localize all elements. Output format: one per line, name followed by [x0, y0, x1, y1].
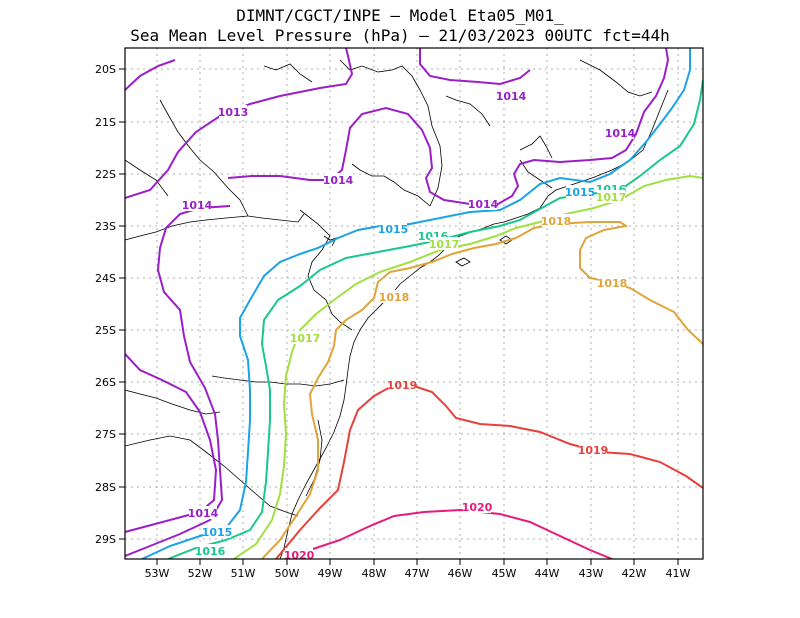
lat-tick-label: 29S — [95, 533, 116, 546]
contour-label-1014: 1014 — [605, 127, 636, 140]
contour-1018 — [261, 221, 703, 559]
state-border-13 — [125, 159, 169, 197]
contour-label-1017: 1017 — [290, 332, 321, 345]
contour-label-halo — [597, 190, 625, 203]
state-border-4 — [351, 163, 431, 207]
contour-label-1019: 1019 — [578, 444, 609, 457]
contour-label-1018: 1018 — [541, 215, 572, 228]
contour-label-halo — [380, 290, 408, 303]
contour-1013 — [125, 48, 354, 199]
contour-1014-west-2 — [125, 205, 231, 557]
lon-tick-label: 49W — [318, 567, 343, 580]
lagoon — [305, 419, 323, 497]
lat-tick-label: 20S — [95, 63, 116, 76]
contour-1016 — [167, 79, 703, 559]
contour-1015 — [141, 48, 691, 559]
contour-label-halo — [388, 378, 416, 391]
state-border-14 — [445, 95, 491, 127]
contour-label-1018: 1018 — [379, 291, 410, 304]
lon-tick-label: 50W — [275, 567, 300, 580]
contour-label-1016: 1016 — [195, 545, 226, 558]
lon-tick-label: 41W — [666, 567, 691, 580]
lat-tick-label: 23S — [95, 220, 116, 233]
contour-label-halo — [196, 544, 224, 557]
contour-label-halo — [189, 506, 217, 519]
lon-tick-label: 43W — [579, 567, 604, 580]
contour-label-1020: 1020 — [284, 549, 315, 562]
contour-1014-west — [125, 353, 218, 533]
lat-tick-label: 27S — [95, 428, 116, 441]
title-line-2: Sea Mean Level Pressure (hPa) – 21/03/20… — [130, 26, 670, 45]
lon-tick-label: 45W — [492, 567, 517, 580]
contour-label-halo — [285, 548, 313, 559]
lon-tick-label: 42W — [622, 567, 647, 580]
contour-label-halo — [579, 443, 607, 456]
lon-tick-label: 46W — [448, 567, 473, 580]
contour-label-1018: 1018 — [597, 277, 628, 290]
lat-tick-label: 24S — [95, 272, 116, 285]
lon-tick-label: 44W — [535, 567, 560, 580]
contour-label-halo — [542, 214, 570, 227]
lat-tick-label: 21S — [95, 116, 116, 129]
state-border-11 — [125, 215, 249, 241]
contour-1014-mid — [227, 48, 670, 205]
contour-1013-west — [125, 59, 176, 91]
island-2 — [455, 257, 471, 267]
state-border-12 — [519, 159, 553, 189]
plot-frame — [124, 47, 704, 560]
contour-label-1015: 1015 — [565, 186, 596, 199]
lon-tick-label: 53W — [145, 567, 170, 580]
contour-1019 — [275, 385, 703, 559]
contour-1020 — [285, 508, 613, 559]
lon-tick-label: 51W — [231, 567, 256, 580]
state-border-1 — [299, 209, 353, 331]
contour-label-1015: 1015 — [202, 526, 233, 539]
state-border-15 — [579, 59, 653, 97]
lat-lon-grid — [125, 48, 703, 559]
contour-label-halo — [291, 331, 319, 344]
contour-label-halo — [379, 222, 407, 235]
contour-label-halo — [324, 173, 352, 186]
contour-label-1017: 1017 — [429, 238, 460, 251]
contour-label-1015: 1015 — [378, 223, 409, 236]
state-border-7 — [159, 99, 249, 217]
contour-label-halo — [566, 185, 594, 198]
state-border-8 — [211, 375, 345, 387]
contour-label-1014: 1014 — [323, 174, 354, 187]
lat-tick-label: 26S — [95, 376, 116, 389]
contour-label-1014: 1014 — [182, 199, 213, 212]
lat-tick-label: 25S — [95, 324, 116, 337]
contour-label-1014: 1014 — [496, 90, 527, 103]
contour-label-1014: 1014 — [468, 198, 499, 211]
contour-label-halo — [183, 198, 211, 211]
contour-label-halo — [203, 525, 231, 538]
contour-1014-north — [419, 48, 531, 86]
contour-label-1014: 1014 — [188, 507, 219, 520]
contour-label-1013: 1013 — [218, 106, 249, 119]
contour-label-halo — [497, 89, 525, 102]
lon-tick-label: 52W — [188, 567, 213, 580]
contour-label-1017: 1017 — [596, 191, 627, 204]
lat-tick-label: 28S — [95, 481, 116, 494]
island-3 — [323, 235, 337, 247]
state-border-2 — [247, 213, 305, 223]
contour-label-halo — [598, 276, 626, 289]
state-border-3 — [339, 59, 443, 207]
contour-label-halo — [219, 105, 247, 118]
state-border-9 — [125, 389, 221, 415]
contour-label-halo — [463, 500, 491, 513]
state-border-6 — [519, 135, 553, 159]
lon-tick-label: 48W — [362, 567, 387, 580]
contour-label-1020: 1020 — [462, 501, 493, 514]
contour-label-halo — [430, 237, 458, 250]
state-border-5 — [263, 63, 313, 83]
title-line-1: DIMNT/CGCT/INPE – Model Eta05_M01_ — [236, 6, 564, 25]
lat-tick-label: 22S — [95, 168, 116, 181]
contour-label-halo — [606, 126, 634, 139]
contour-label-halo — [469, 197, 497, 210]
contour-label-1019: 1019 — [387, 379, 418, 392]
coastline-and-borders — [125, 59, 669, 559]
lon-tick-label: 47W — [405, 567, 430, 580]
